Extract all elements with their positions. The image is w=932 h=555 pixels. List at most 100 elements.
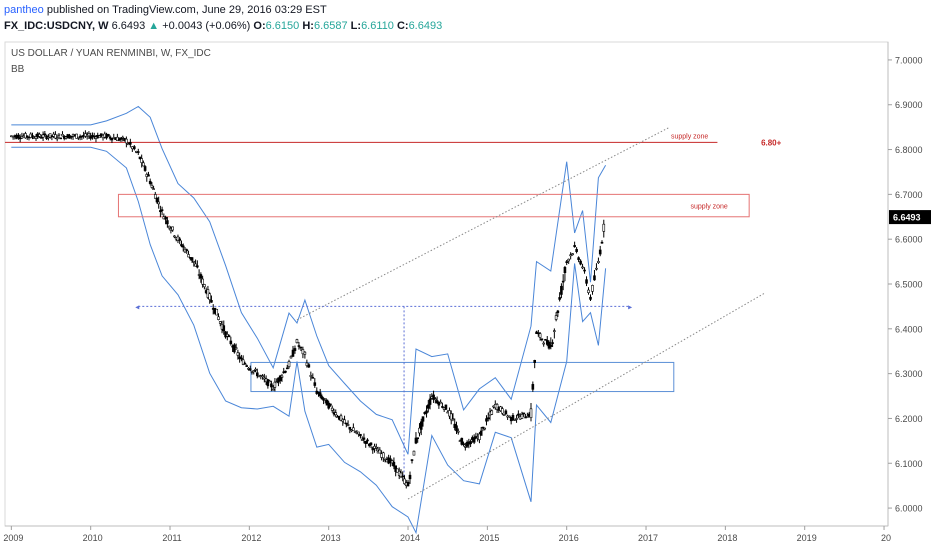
candle-body <box>61 134 64 137</box>
chart-area[interactable]: 7.0000 6.9000 6.8000 6.7000 6.6000 6.5000 6.40… <box>0 36 932 550</box>
time-tick-label: 2014 <box>400 533 420 543</box>
candle-body <box>448 410 451 417</box>
candle-body <box>59 137 63 140</box>
candle-body <box>600 241 604 244</box>
candle-body <box>540 338 544 341</box>
candle-body <box>392 461 396 467</box>
candle-body <box>112 137 116 139</box>
candle-body <box>285 367 289 370</box>
candle-body <box>178 238 182 241</box>
candle-body <box>108 136 112 139</box>
candle-body <box>515 418 518 420</box>
candle-body <box>270 383 273 388</box>
candle-body <box>227 335 231 338</box>
publish-header: pantheo published on TradingView.com, Ju… <box>0 0 932 36</box>
candle-body <box>305 362 309 366</box>
candle-body <box>560 285 563 295</box>
time-tick-label: 2017 <box>638 533 658 543</box>
candle-body <box>364 441 368 444</box>
candle-body <box>410 459 414 461</box>
candle-body <box>495 404 499 410</box>
time-tick-label: 2012 <box>241 533 261 543</box>
candle-body <box>157 201 160 205</box>
candle-body <box>571 253 574 255</box>
author-link[interactable]: pantheo <box>4 4 44 16</box>
candle-body <box>119 137 123 140</box>
candle-body <box>441 406 444 408</box>
close-label: C: <box>396 20 409 32</box>
candle-body <box>329 403 332 406</box>
candle-body <box>301 349 305 355</box>
candle-body <box>278 375 282 381</box>
candle-body <box>502 414 506 416</box>
candle-body <box>180 244 183 247</box>
candle-body <box>378 449 382 454</box>
candle-body <box>236 352 240 356</box>
candle-body <box>563 267 567 274</box>
candle-body <box>435 400 439 404</box>
candle-body <box>330 407 334 411</box>
candle-body <box>472 437 476 443</box>
bb-lower-band <box>11 146 607 535</box>
candle-body <box>303 351 307 355</box>
candle-body <box>428 398 432 405</box>
candle-body <box>517 413 520 416</box>
price-chart[interactable]: 7.0000 6.9000 6.8000 6.7000 6.6000 6.5000 6.40… <box>0 36 932 550</box>
candle-body <box>406 481 410 487</box>
candle-body <box>226 334 229 337</box>
candle-body <box>196 265 199 268</box>
plot-frame <box>4 41 889 527</box>
candle-body <box>307 364 311 368</box>
candle-body <box>218 321 222 324</box>
candle-body <box>490 410 494 415</box>
candle-body <box>266 379 270 387</box>
candle-body <box>190 257 194 261</box>
candle-body <box>243 363 247 365</box>
candle-body <box>479 430 483 436</box>
candle-body <box>455 425 458 432</box>
candle-body <box>460 437 464 445</box>
candle-body <box>295 339 299 344</box>
arrow-right-icon: ▸ <box>628 302 632 311</box>
candle-body <box>142 162 145 167</box>
candle-body <box>43 133 47 136</box>
candle-body <box>359 433 362 437</box>
candle-body <box>208 293 211 300</box>
candle-body <box>579 260 582 265</box>
candle-body <box>401 475 405 478</box>
candle-body <box>538 333 542 338</box>
candle-body <box>57 133 61 136</box>
candle-body <box>426 404 430 409</box>
candle-body <box>558 297 561 300</box>
candle-body <box>240 357 243 360</box>
candle-body <box>320 396 324 400</box>
candle-body <box>537 332 540 335</box>
high-label: H: <box>302 20 314 32</box>
candle-body <box>252 370 256 373</box>
candle-body <box>280 375 284 378</box>
candle-body <box>403 478 406 484</box>
candle-body <box>551 342 554 344</box>
candle-body <box>591 285 594 292</box>
candle-body <box>210 300 213 303</box>
candle-body <box>418 427 421 434</box>
candle-body <box>203 284 206 288</box>
candle-body <box>587 289 590 293</box>
supply-zone-price-label: 6.80+ <box>761 138 782 147</box>
low-value: 6.6110 <box>361 20 394 32</box>
candle-body <box>129 142 132 145</box>
high-value: 6.6587 <box>313 20 348 32</box>
indicator-label: BB <box>11 64 25 75</box>
candle-body <box>254 368 257 371</box>
price-tick-label: 6.4000 <box>895 324 923 334</box>
candle-body <box>360 439 364 441</box>
candle-body <box>194 263 197 267</box>
candle-body <box>437 401 441 406</box>
candle-body <box>147 174 150 177</box>
candle-body <box>293 348 297 351</box>
candle-body <box>339 415 343 421</box>
time-tick-label: 2016 <box>559 533 579 543</box>
candle-body <box>273 381 277 388</box>
candle-body <box>419 421 423 430</box>
candle-body <box>421 416 425 422</box>
